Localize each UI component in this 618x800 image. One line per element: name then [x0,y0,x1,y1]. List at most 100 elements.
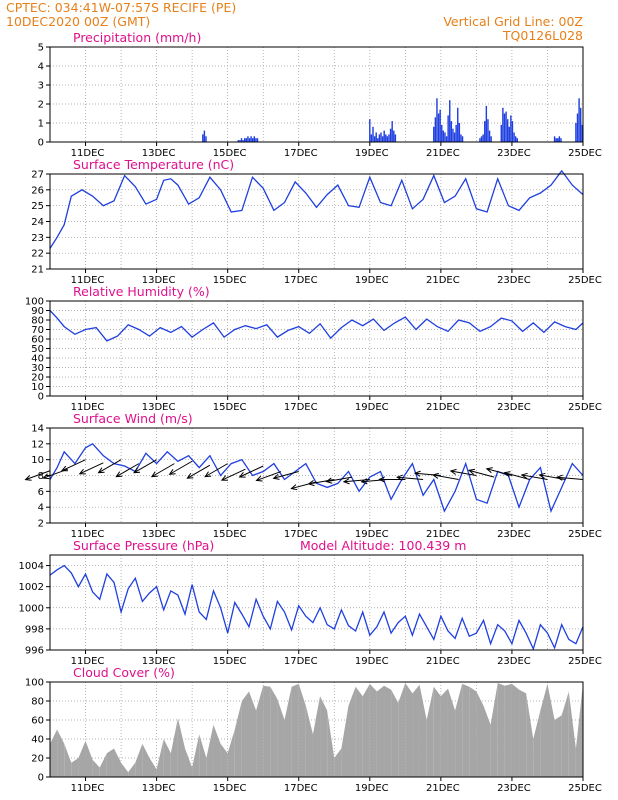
x-tick-label: 11DEC [71,656,105,667]
wind-arrow-head [413,470,421,477]
precip-bar [389,128,392,142]
cloud-cover-segment [163,739,171,777]
wind-arrow-head [378,476,385,483]
precip-bar [485,105,488,142]
x-tick-label: 23DEC [497,529,531,540]
wind-arrow-head [204,471,212,478]
wind-arrow-shaft [256,471,282,481]
cloud-cover-segment [320,696,328,777]
wind-arrow-head [360,478,368,485]
cloud-cover-segment [199,734,207,777]
precip-bar [240,138,243,142]
wind-arrow-head [538,472,546,479]
cloud-cover-segment [376,685,385,777]
x-tick-label: 21DEC [426,783,460,794]
precip-bar [452,128,454,142]
cloud-cover-segment [57,729,65,777]
wind-arrow-shaft [116,463,140,478]
wind-arrow-head [467,468,476,475]
wind-arrow-shaft [187,464,211,479]
precip-bar [445,136,448,142]
y-tick-label: 996 [25,646,44,657]
precip-bar [513,132,515,142]
y-tick-label: 1002 [19,582,44,593]
x-tick-label: 19DEC [355,529,389,540]
cloud-cover-segment [455,683,463,777]
wind-arrow-head [431,472,439,479]
precip-bar [458,123,461,142]
panel-humidity: Relative Humidity (%) 0102030405060708090… [25,284,602,413]
y-tick-label: 50 [31,344,44,355]
precip-bar [247,136,249,142]
panel-title: Surface Pressure (hPa) [73,538,214,553]
cloud-cover-segment [490,682,498,777]
precip-bar [558,136,561,142]
precip-bar [386,136,389,142]
x-tick-label: 25DEC [568,275,602,286]
precip-bar [453,132,456,142]
wind-arrow [133,459,157,474]
cloud-cover-segment [462,683,470,777]
cloud-cover-segment [50,729,58,777]
cloud-cover-segment [526,693,534,777]
precip-bar [388,134,390,142]
cloud-cover-segment [433,686,441,777]
panel-title: Precipitation (mm/h) [73,30,201,45]
precip-bar [255,138,257,142]
x-tick-label: 23DEC [497,275,531,286]
wind-arrow [555,474,584,481]
precip-bar [455,124,457,142]
panel-frame [49,173,584,270]
precip-bar [500,124,502,142]
precip-bar [575,123,577,142]
y-tick-label: 3 [38,81,44,92]
precip-bar [457,107,459,142]
x-tick-label: 17DEC [284,402,318,413]
wind-arrow-head [520,472,528,479]
precip-bar [484,121,486,142]
wind-arrow-head [150,471,158,478]
y-tick-label: 80 [31,316,44,327]
x-tick-label: 15DEC [213,529,247,540]
x-tick-label: 11DEC [71,529,105,540]
precip-bar [203,130,206,142]
precip-bar [369,119,371,142]
wind-arrow [186,464,211,479]
precip-bar [441,124,443,142]
wind-arrow-shaft [397,476,424,480]
y-tick-label: 0 [38,773,44,784]
y-tick-label: 100 [25,678,44,689]
cloud-cover-segment [554,715,562,777]
precip-bar [449,100,451,142]
wind-arrow [238,465,264,478]
wind-arrow-head [272,473,280,480]
y-tick-label: 4 [38,503,44,514]
precip-bar [370,134,373,142]
precip-bar [394,134,397,142]
panel-title: Surface Temperature (nC) [73,157,234,172]
x-tick-label: 19DEC [355,275,389,286]
precip-bar [437,113,440,142]
wind-arrow [220,468,246,481]
wind-arrow-shaft [486,468,513,476]
panel-title: Relative Humidity (%) [73,284,210,299]
cloud-cover-segment [92,759,100,777]
cloud-cover-segment [177,718,186,777]
precip-bar [579,107,582,142]
panel-frame [49,554,584,651]
wind-arrow [538,472,566,480]
cloud-cover-segment [426,686,434,777]
panel-wind: Surface Wind (m/s) 2 4 6 8 10 12 14 11DEC 13DEC 15… [24,411,602,540]
precip-bar [488,130,491,142]
wind-arrow-head [290,484,298,491]
precip-bar [514,136,517,142]
wind-arrow [255,471,282,482]
y-tick-label: 2 [38,100,44,111]
panel-frame [49,46,584,143]
precip-bar [433,126,435,142]
wind-arrow-shaft [79,462,104,475]
x-tick-label: 13DEC [142,402,176,413]
cloud-cover-segment [234,701,242,777]
wind-arrow [204,463,228,478]
